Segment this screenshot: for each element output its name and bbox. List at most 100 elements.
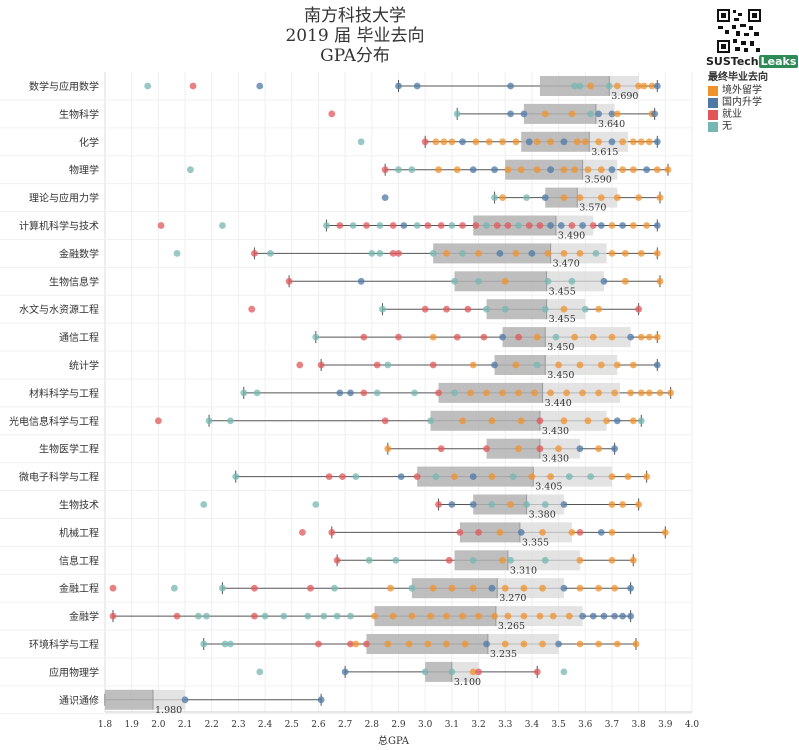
median-label: 3.450 <box>547 342 574 353</box>
data-point <box>544 250 552 257</box>
data-point <box>576 556 584 564</box>
data-point <box>109 612 117 620</box>
median-label: 3.405 <box>535 482 562 493</box>
data-point <box>595 445 603 453</box>
data-point <box>589 612 597 620</box>
data-point <box>483 640 490 648</box>
data-point <box>539 529 546 536</box>
row-label: 光电信息科学与工程 <box>9 415 99 428</box>
data-point <box>507 501 514 508</box>
data-point <box>491 612 498 620</box>
row-label: 统计学 <box>69 359 99 372</box>
legend-label: 就业 <box>722 109 742 120</box>
data-point <box>560 668 568 676</box>
data-point <box>531 389 538 397</box>
data-point <box>653 138 661 146</box>
data-point <box>189 82 197 90</box>
data-point <box>499 389 506 397</box>
median-label: 3.490 <box>558 231 585 242</box>
data-point <box>432 138 440 146</box>
data-point <box>435 389 442 397</box>
data-point <box>333 612 341 620</box>
data-point <box>568 222 576 229</box>
data-point <box>256 668 264 676</box>
row-label: 水文与水资源工程 <box>19 303 99 316</box>
data-point <box>408 166 416 174</box>
legend-swatch-domestic <box>708 98 718 108</box>
data-point <box>357 138 365 146</box>
data-point <box>248 305 256 313</box>
box-lower <box>486 438 540 459</box>
data-point <box>637 333 645 341</box>
row-label: 物理学 <box>69 164 99 177</box>
median-label: 3.455 <box>549 314 576 325</box>
data-point <box>536 445 544 453</box>
data-point <box>560 194 568 202</box>
data-point <box>421 305 429 313</box>
data-point <box>656 389 664 397</box>
data-point <box>429 250 437 257</box>
median-label: 3.440 <box>545 398 572 409</box>
data-point <box>608 501 616 508</box>
data-point <box>227 640 234 648</box>
data-point <box>533 668 541 676</box>
data-point <box>608 529 616 536</box>
data-point <box>170 584 178 592</box>
data-point <box>597 222 605 229</box>
data-point <box>475 529 482 536</box>
row-label: 环境科学与工程 <box>29 638 99 651</box>
data-point <box>520 110 528 118</box>
data-point <box>488 501 496 508</box>
data-point <box>523 194 530 202</box>
data-point <box>621 250 629 257</box>
data-point <box>595 110 603 118</box>
data-point <box>643 222 651 229</box>
data-point <box>456 529 464 536</box>
data-point <box>547 222 554 229</box>
data-point <box>613 417 621 425</box>
x-tick-label: 2.1 <box>178 720 192 730</box>
data-point <box>461 640 469 648</box>
data-point <box>576 194 584 202</box>
row-label: 生物医学工程 <box>39 443 99 456</box>
data-point <box>661 529 669 536</box>
data-point <box>648 82 656 90</box>
data-point <box>517 166 525 174</box>
data-point <box>373 389 381 397</box>
data-point <box>296 361 304 369</box>
data-point <box>469 473 477 480</box>
data-point <box>608 250 616 257</box>
box-lower <box>374 606 496 627</box>
data-point <box>459 417 466 425</box>
data-point <box>253 389 261 397</box>
data-point <box>619 501 627 508</box>
data-point <box>491 166 498 174</box>
x-tick-label: 2.5 <box>285 720 300 730</box>
data-point <box>317 696 325 704</box>
data-point <box>600 612 608 620</box>
x-tick-label: 1.8 <box>98 720 113 730</box>
data-point <box>536 222 544 229</box>
data-point <box>603 417 611 425</box>
data-point <box>643 166 651 174</box>
data-point <box>635 194 643 202</box>
data-point <box>629 556 637 564</box>
data-point <box>483 445 490 453</box>
data-point <box>504 612 512 620</box>
data-point <box>541 556 549 564</box>
median-label: 1.980 <box>155 705 182 716</box>
title-line-1: 南方科技大学 <box>304 6 406 26</box>
data-point <box>219 584 226 592</box>
data-point <box>408 584 416 592</box>
legend-item-abroad: 境外留学 <box>708 85 768 97</box>
data-point <box>595 584 603 592</box>
row-label: 通信工程 <box>59 332 99 344</box>
data-point <box>613 110 621 118</box>
median-label: 3.100 <box>454 677 481 688</box>
data-point <box>560 305 568 313</box>
data-point <box>576 250 584 257</box>
data-point <box>443 612 450 620</box>
data-point <box>624 473 632 480</box>
legend-label: 国内升学 <box>722 97 762 108</box>
